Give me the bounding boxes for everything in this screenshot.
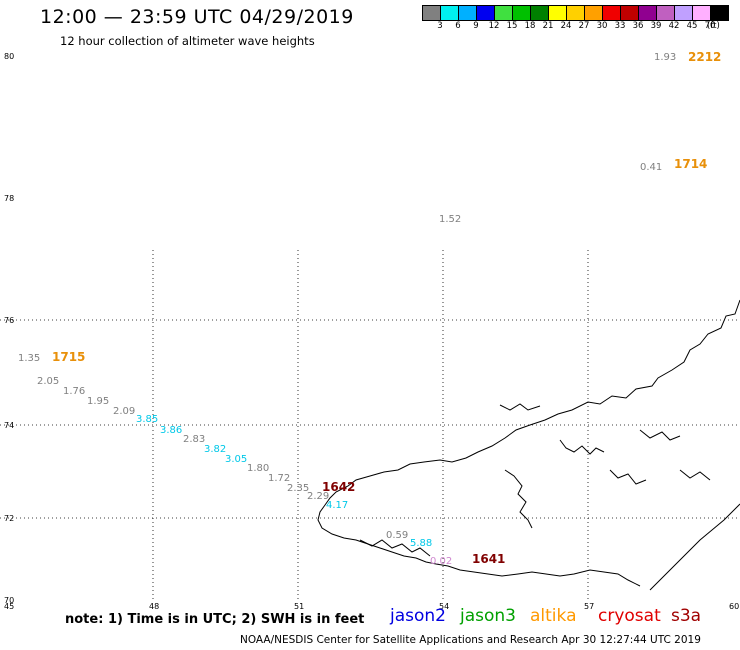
- legend-tick-label: 6: [455, 21, 461, 31]
- longitude-label: 51: [294, 602, 304, 611]
- longitude-label: 45: [4, 602, 14, 611]
- legend-swatch: [710, 5, 729, 21]
- legend-tick-label: 12: [488, 21, 500, 31]
- wave-height-label: 2.05: [37, 376, 59, 387]
- map-title: 12:00 — 23:59 UTC 04/29/2019: [40, 6, 354, 28]
- legend-tick-label: 21: [542, 21, 554, 31]
- legend-swatch: [476, 5, 494, 21]
- legend-swatch: [494, 5, 512, 21]
- legend-tick-label: 39: [650, 21, 662, 31]
- wave-height-label: 3.05: [225, 454, 247, 465]
- wave-height-label: 2.35: [287, 483, 309, 494]
- legend-tick-label: 42: [668, 21, 680, 31]
- wave-height-observations: 1.93 2212 0.41 1714 1.52 1.35 1715 2.05 1.761.95…: [18, 50, 721, 567]
- legend-swatch: [584, 5, 602, 21]
- pass-time-label: 1715: [52, 350, 85, 364]
- legend-swatch: [620, 5, 638, 21]
- longitude-label: 54: [439, 602, 449, 611]
- longitude-label: 60: [729, 602, 739, 611]
- legend-swatch: [566, 5, 584, 21]
- legend-swatch: [440, 5, 458, 21]
- latitude-label: 70: [4, 596, 14, 605]
- wave-height-label: 3.86: [160, 425, 182, 436]
- satellite-s3a: s3a: [671, 606, 702, 626]
- map-subtitle: 12 hour collection of altimeter wave hei…: [60, 34, 315, 48]
- wave-height-label: 4.17: [326, 500, 348, 511]
- pass-time-label: 1641: [472, 552, 505, 566]
- wave-height-label: 0.02: [430, 556, 452, 567]
- pass-time-label: 1714: [674, 157, 707, 171]
- wave-height-label: 2.09: [113, 406, 135, 417]
- wave-height-label: 2.83: [183, 434, 205, 445]
- wave-height-label: 1.35: [18, 353, 40, 364]
- satellite-jason2: jason2: [390, 606, 446, 626]
- latitude-label: 80: [4, 52, 14, 61]
- legend-tick-label: 9: [473, 21, 479, 31]
- legend-tick-label: 70: [704, 21, 716, 31]
- wave-height-label: 3.82: [204, 444, 226, 455]
- longitude-label: 48: [149, 602, 159, 611]
- legend-swatch: [692, 5, 710, 21]
- satellite-cryosat: cryosat: [598, 606, 661, 626]
- footer-note: note: 1) Time is in UTC; 2) SWH is in fe…: [65, 612, 365, 627]
- satellite-altika: altika: [530, 606, 577, 626]
- greenland-coastline: [317, 299, 740, 591]
- satellite-jason3: jason3: [460, 606, 516, 626]
- latitude-label: 72: [4, 514, 14, 523]
- legend-swatch: [530, 5, 548, 21]
- pass-time-label: 2212: [688, 50, 721, 64]
- wave-height-label: 3.85: [136, 414, 158, 425]
- longitude-label: 57: [584, 602, 594, 611]
- pass-time-label: 1642: [322, 480, 355, 494]
- legend-swatch: [458, 5, 476, 21]
- legend-tick-label: 36: [632, 21, 644, 31]
- legend-swatch: [602, 5, 620, 21]
- color-legend: [422, 5, 729, 21]
- legend-swatch: [422, 5, 440, 21]
- wave-height-label: 1.95: [87, 396, 109, 407]
- wave-height-label: 5.88: [410, 538, 432, 549]
- wave-height-label: 1.80: [247, 463, 269, 474]
- legend-tick-label: 15: [506, 21, 518, 31]
- wave-height-label: 1.93: [654, 52, 676, 63]
- wave-height-label: 1.76: [63, 386, 85, 397]
- latitude-label: 74: [4, 421, 14, 430]
- legend-tick-label: 30: [596, 21, 608, 31]
- legend-tick-label: 18: [524, 21, 536, 31]
- wave-height-label: 0.59: [386, 530, 408, 541]
- legend-unit: (ft): [707, 21, 720, 31]
- legend-tick-label: 33: [614, 21, 626, 31]
- legend-swatch: [638, 5, 656, 21]
- legend-swatch: [674, 5, 692, 21]
- wave-height-label: 2.29: [307, 491, 329, 502]
- legend-swatch: [548, 5, 566, 21]
- latitude-label: 76: [4, 316, 14, 325]
- legend-tick-label: 45: [686, 21, 698, 31]
- credit-line: NOAA/NESDIS Center for Satellite Applica…: [240, 634, 701, 646]
- legend-swatch: [656, 5, 674, 21]
- legend-tick-label: 24: [560, 21, 572, 31]
- legend-swatch: [512, 5, 530, 21]
- legend-tick-label: 27: [578, 21, 590, 31]
- wave-height-label: 0.41: [640, 162, 662, 173]
- wave-height-label: 1.72: [268, 473, 290, 484]
- legend-tick-label: 3: [437, 21, 443, 31]
- wave-height-label: 1.52: [439, 214, 461, 225]
- latitude-label: 78: [4, 194, 14, 203]
